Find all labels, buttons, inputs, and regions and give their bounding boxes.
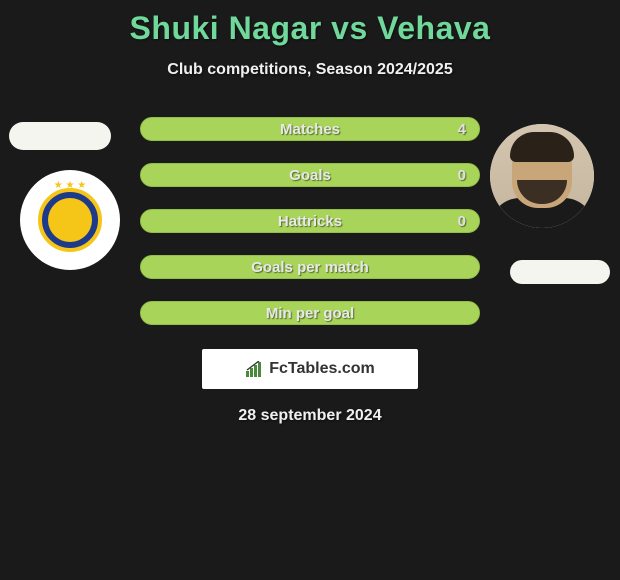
stat-value: 0 [458,167,466,184]
date-text: 28 september 2024 [0,407,620,425]
stat-row-matches: Matches 4 [140,117,480,141]
player1-club-badge: ★ ★ ★ [20,170,120,270]
player1-ellipse [9,122,111,150]
player-face-icon [490,124,594,228]
stat-row-goals-per-match: Goals per match [140,255,480,279]
club-badge-icon: ★ ★ ★ [30,180,110,260]
branding-box: FcTables.com [202,349,418,389]
stat-row-hattricks: Hattricks 0 [140,209,480,233]
infographic-root: Shuki Nagar vs Vehava Club competitions,… [0,0,620,580]
stat-label: Matches [280,121,340,138]
stat-label: Goals per match [251,259,369,276]
stat-label: Hattricks [278,213,342,230]
stat-value: 0 [458,213,466,230]
stat-label: Goals [289,167,331,184]
stat-row-goals: Goals 0 [140,163,480,187]
player2-photo [490,124,594,228]
branding-text: FcTables.com [269,360,375,378]
stat-label: Min per goal [266,305,354,322]
stat-row-min-per-goal: Min per goal [140,301,480,325]
subtitle: Club competitions, Season 2024/2025 [0,61,620,79]
stat-value: 4 [458,121,466,138]
chart-icon [245,361,265,377]
page-title: Shuki Nagar vs Vehava [0,0,620,47]
player2-ellipse [510,260,610,284]
